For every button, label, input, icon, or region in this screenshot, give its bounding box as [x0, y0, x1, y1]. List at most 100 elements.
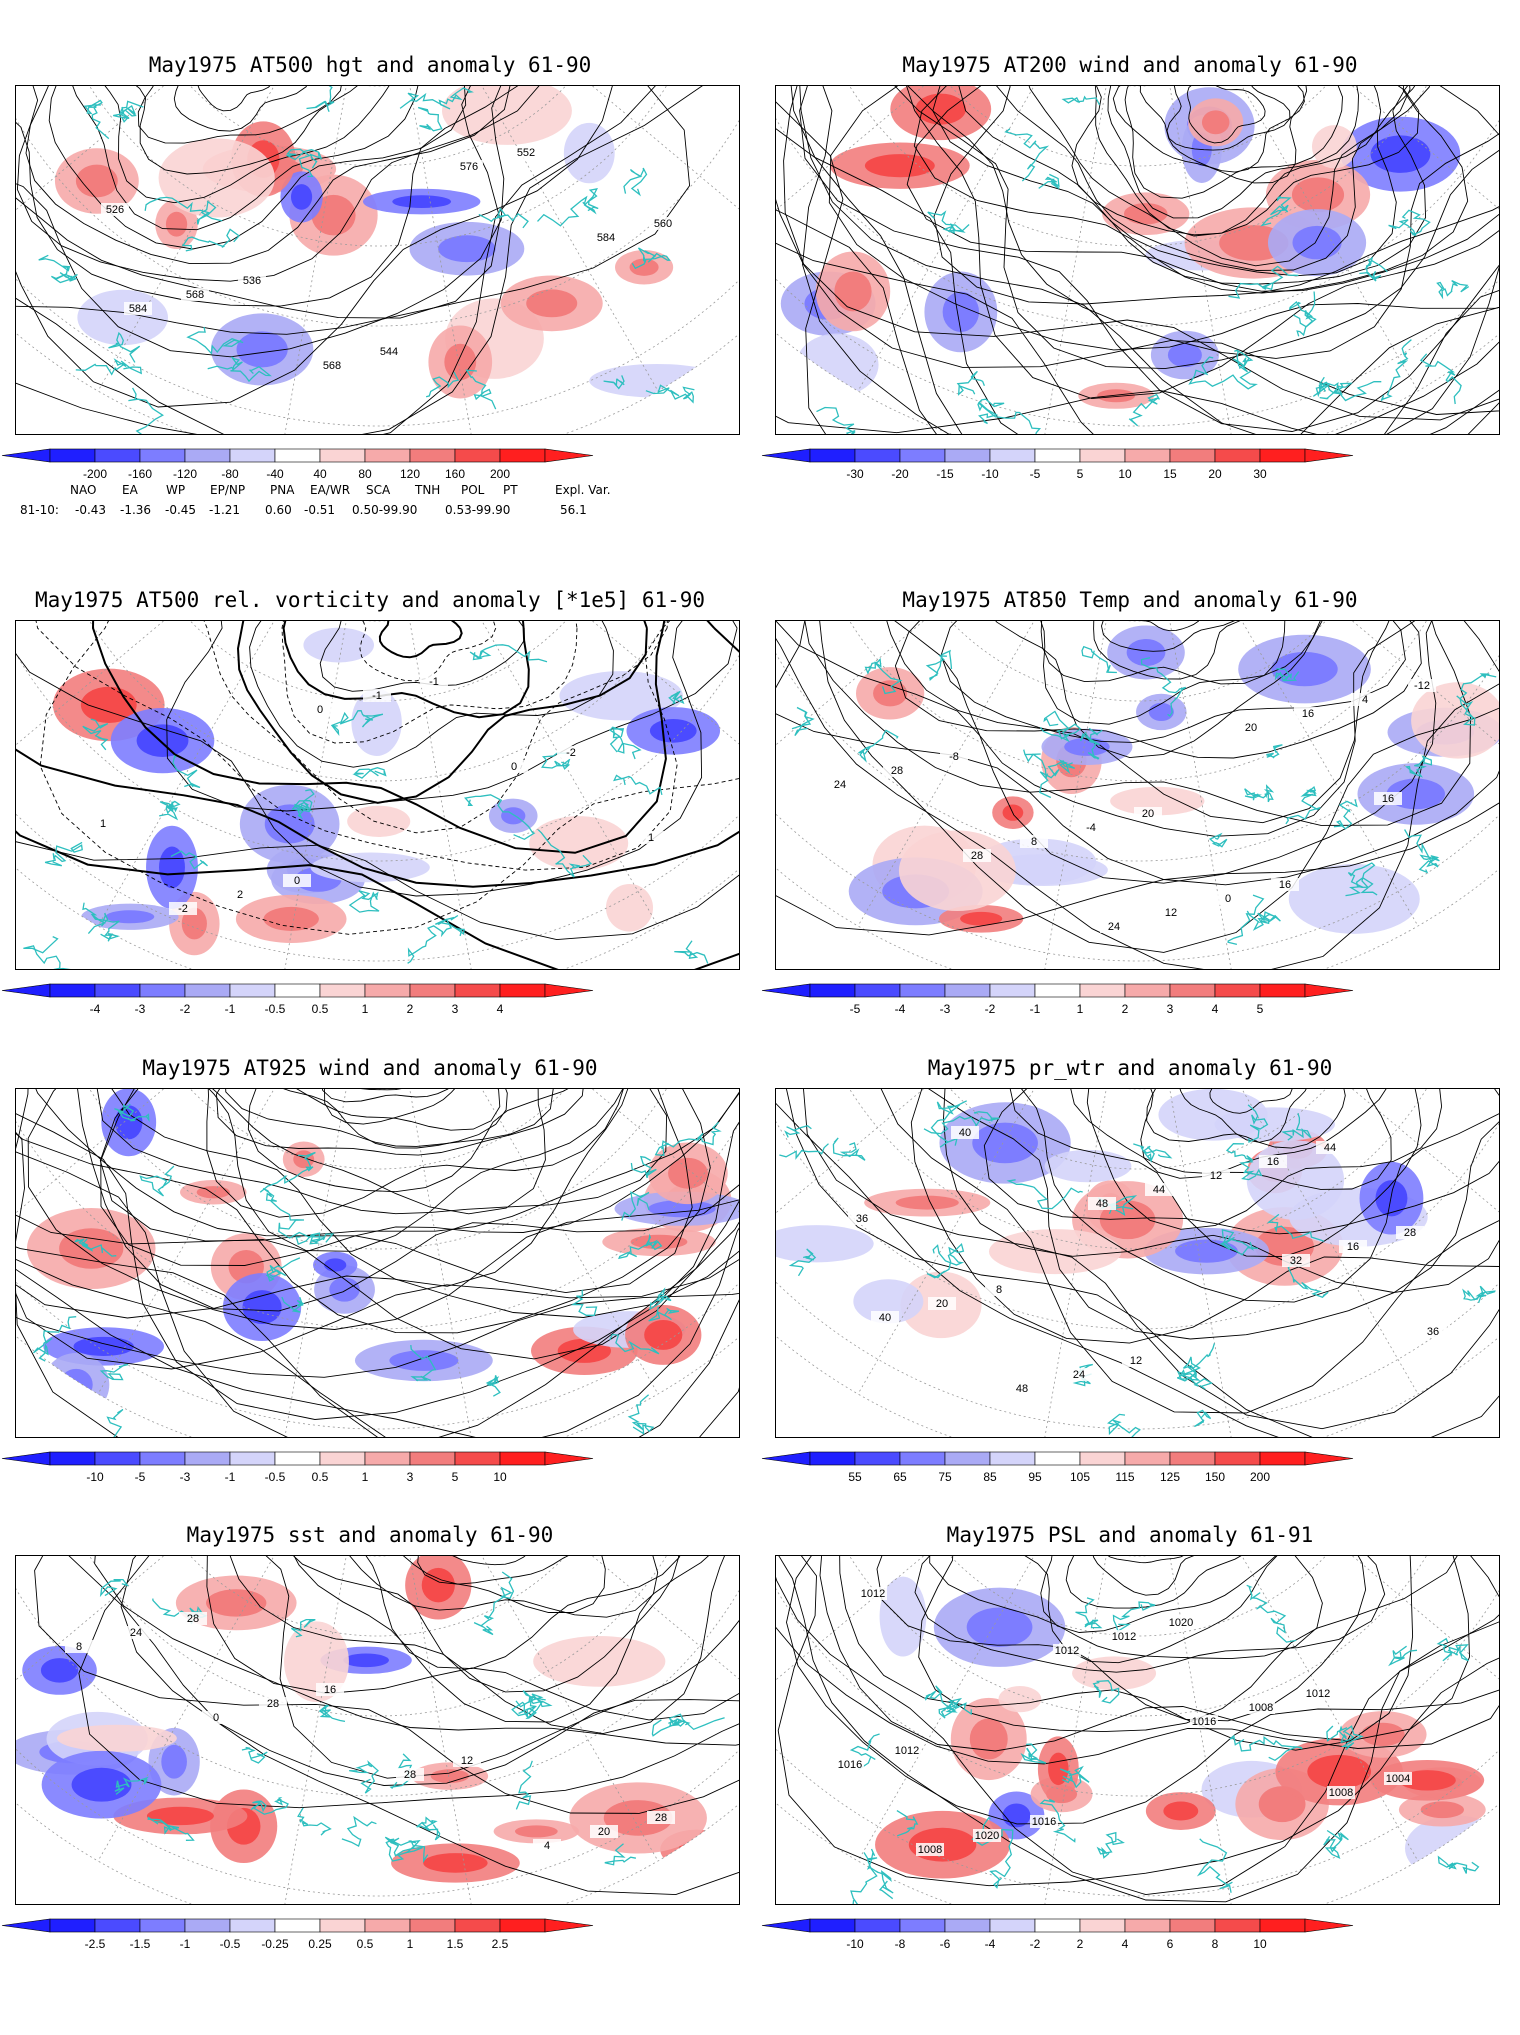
colorbar-tick-label: 3: [1167, 1002, 1174, 1016]
longitude-line: [776, 621, 925, 746]
contour-line: [1093, 621, 1241, 680]
latitude-circle: [776, 1281, 1499, 1430]
colorbar-box: [809, 448, 856, 463]
panel-title: May1975 AT925 wind and anomaly 61-90: [142, 1056, 598, 1080]
longitude-line: [72, 621, 275, 969]
coastline-segment: [570, 1289, 598, 1316]
colorbar-tick-label: 5: [1077, 467, 1084, 481]
contour-label: -12: [1414, 680, 1430, 692]
negative-anomaly-core: [73, 1336, 134, 1357]
colorbar-end-right: [1304, 1451, 1354, 1466]
colorbar-tick-label: 80: [358, 467, 372, 481]
streamline: [16, 1089, 711, 1334]
colorbar-box: [409, 983, 456, 998]
map-prwtr: 44 36 8 12 16 28 20 24 12 16 40 48 44 32 36 40 48: [775, 1088, 1500, 1438]
coastlines: [33, 1103, 722, 1437]
contour-label: 1016: [1032, 1816, 1056, 1828]
colorbar-tick-label: 75: [938, 1470, 952, 1484]
contour-line: [786, 1556, 1499, 1825]
colorbar-tick-label: 2: [1077, 1937, 1084, 1951]
colorbar-200wind: -30 -20 -15 -10 -5 5 10 15 20 30: [760, 445, 1500, 485]
coastline-segment: [1380, 339, 1412, 402]
teleconnection-table: NAO EA WP EP/NP PNA EA/WR SCA TNH POL PT…: [20, 483, 740, 533]
coastline-segment: [630, 1155, 657, 1179]
contour-label-bg: [1134, 807, 1162, 820]
panel-title: May1975 AT200 wind and anomaly 61-90: [902, 53, 1358, 77]
anomaly-shading: [26, 1089, 739, 1417]
coastline-segment: [926, 1242, 965, 1279]
colorbar-box: [499, 1451, 546, 1466]
tc-header: PNA: [270, 483, 295, 497]
panel-500vort: May1975 AT500 rel. vorticity and anomaly…: [0, 580, 740, 1100]
contour-line: [417, 1556, 569, 1585]
negative-anomaly-core: [1375, 1180, 1408, 1217]
colorbar-box: [1079, 983, 1126, 998]
negative-anomaly: [1288, 864, 1420, 934]
colorbar-box: [184, 1451, 231, 1466]
longitude-line: [832, 621, 1035, 969]
longitude-line: [832, 1556, 1035, 1904]
positive-anomaly-core: [1307, 1754, 1372, 1789]
coastline-segment: [623, 167, 648, 197]
coastline-segment: [515, 1760, 533, 1810]
colorbar-tick-label: 2: [407, 1002, 414, 1016]
coastline-segment: [330, 710, 384, 737]
coastline-segment: [1079, 727, 1103, 760]
streamline: [799, 86, 1499, 432]
contour-label-bg: [1110, 1630, 1138, 1643]
contour-line: [886, 621, 1390, 824]
tc-header: Expl. Var.: [555, 483, 611, 497]
contour-label-bg: [1316, 1141, 1344, 1154]
longitude-line: [1044, 1556, 1107, 1904]
negative-anomaly-core: [324, 1258, 347, 1272]
contour-label: 16: [1267, 1156, 1279, 1168]
colorbar-tick-label: 115: [1115, 1470, 1134, 1484]
positive-anomaly-core: [834, 271, 872, 312]
coastline-segment: [609, 1333, 660, 1355]
negative-anomaly-core: [329, 1277, 360, 1302]
contour-label: 20: [1245, 722, 1257, 734]
streamline: [322, 1089, 449, 1103]
contour-label-bg: [893, 1744, 921, 1757]
coastline-segment: [1244, 784, 1275, 803]
streamline: [16, 1200, 739, 1360]
contour-label: 1020: [1169, 1617, 1193, 1629]
coastline-segment: [956, 370, 986, 396]
contour-line: [1086, 1089, 1443, 1230]
positive-anomaly-core: [1163, 1801, 1199, 1821]
contour-labels: 1012 1016 1020 1012 1016 1020 1012 1008 1004 1008…: [836, 1587, 1412, 1856]
longitude-line: [1241, 1089, 1444, 1437]
longitude-line: [1351, 1556, 1499, 1680]
coastline-segment: [341, 1815, 377, 1848]
contour-line: [943, 1089, 1499, 1293]
contour-label-bg: [89, 817, 117, 830]
colorbar-tick-label: 0.5: [312, 1002, 329, 1016]
streamline: [1124, 86, 1343, 199]
contour-line: [819, 1556, 1470, 1752]
positive-anomaly-core: [895, 1195, 959, 1210]
contour-label: 12: [1210, 1170, 1222, 1182]
colorbar-box: [454, 448, 501, 463]
outside-domain: [776, 1089, 1499, 1437]
contour-labels: 20 16 -12 -8 -4 0 4 28 8 12 16 24 28 24 20 16: [826, 679, 1436, 933]
streamline: [360, 1089, 402, 1091]
coastline-segment: [858, 729, 899, 763]
contour-label-bg: [363, 689, 391, 702]
coastline-segment: [649, 1287, 672, 1311]
contour-line: [16, 86, 691, 335]
coastline-segment: [1359, 256, 1388, 282]
colorbar-box: [809, 1451, 856, 1466]
contour-label: 584: [597, 232, 615, 244]
tc-header: SCA: [366, 483, 391, 497]
coastline-segment: [940, 1697, 972, 1718]
coastline-segment: [485, 1375, 501, 1397]
longitude-line: [1169, 86, 1232, 434]
contour-label-bg: [985, 1283, 1013, 1296]
coastline-segment: [186, 326, 244, 355]
contour-line: [1209, 1089, 1293, 1114]
contour-label-bg: [1374, 792, 1402, 805]
coastline-segment: [259, 1151, 316, 1193]
streamline: [296, 1089, 501, 1131]
streamline: [776, 199, 1499, 415]
contour-lines: [16, 86, 703, 434]
